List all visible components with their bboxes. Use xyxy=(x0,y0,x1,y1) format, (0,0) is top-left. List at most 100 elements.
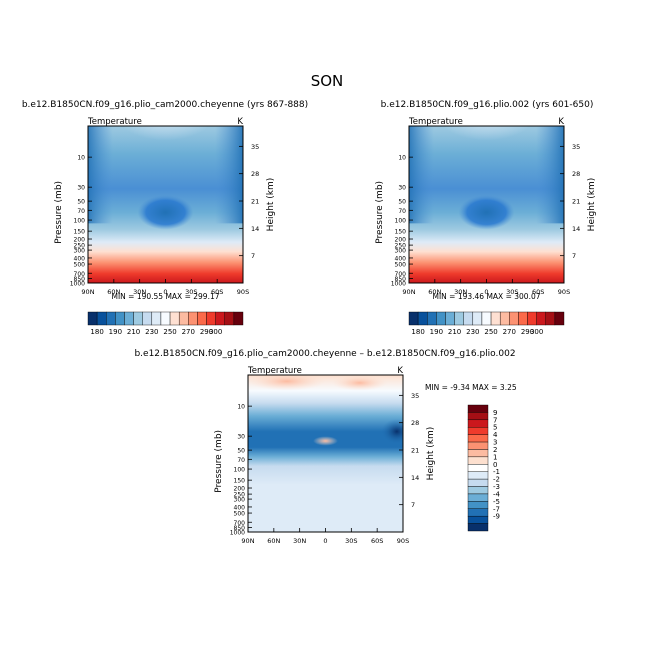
latitude-tick-label: 90N xyxy=(402,288,415,296)
pressure-tick-label: 1000 xyxy=(391,281,406,288)
colorbar-cell xyxy=(467,419,489,428)
field-base xyxy=(248,375,403,532)
latitude-tick-label: 90S xyxy=(558,288,570,296)
height-tick-label: 21 xyxy=(251,198,259,206)
colorbar-cell xyxy=(467,434,489,443)
colorbar-cell xyxy=(518,311,528,326)
field-upper-warm xyxy=(443,126,530,161)
latitude-tick-label: 60S xyxy=(371,537,383,545)
min-max-stats: MIN = -9.34 MAX = 3.25 xyxy=(425,383,517,392)
pressure-tick-label: 70 xyxy=(398,208,406,215)
colorbar-cell xyxy=(206,311,216,326)
latitude-tick-label: 30S xyxy=(506,288,518,296)
pressure-tick-label: 10 xyxy=(237,404,245,411)
pressure-tick-label: 300 xyxy=(74,248,86,255)
pressure-tick-label: 250 xyxy=(395,243,407,250)
latitude-tick-label: 0 xyxy=(323,537,327,545)
colorbar-cell xyxy=(467,515,489,524)
pressure-tick-label: 150 xyxy=(74,229,86,236)
latitude-tick-label: 30S xyxy=(185,288,197,296)
latitude-tick-label: 60N xyxy=(107,288,120,296)
colorbar-cell xyxy=(554,311,565,326)
pressure-tick-label: 200 xyxy=(395,237,407,244)
pressure-tick-label: 500 xyxy=(395,262,407,269)
pressure-axis-label: Pressure (mb) xyxy=(214,430,224,493)
pressure-tick-label: 700 xyxy=(395,271,407,278)
pressure-tick-label: 30 xyxy=(237,434,245,441)
colorbar-cell xyxy=(467,501,489,509)
colorbar-label: 3 xyxy=(493,439,497,447)
pressure-tick-label: 200 xyxy=(234,486,246,493)
pressure-tick-label: 150 xyxy=(395,229,407,236)
pressure-tick-label: 850 xyxy=(234,525,246,532)
pressure-tick-label: 1000 xyxy=(230,530,245,537)
pressure-tick-label: 100 xyxy=(74,218,86,225)
colorbar-cell xyxy=(233,311,244,326)
latitude-tick-label: 30N xyxy=(454,288,467,296)
colorbar-label: -1 xyxy=(493,468,500,476)
latitude-tick-label: 90N xyxy=(241,537,254,545)
colorbar-cell xyxy=(463,311,474,326)
colorbar-cell xyxy=(467,471,489,480)
colorbar-label: 230 xyxy=(466,328,479,336)
colorbar-label: 230 xyxy=(145,328,158,336)
height-tick-label: 28 xyxy=(572,170,580,178)
field-south-pole xyxy=(536,126,564,224)
colorbar-cell xyxy=(467,412,489,421)
colorbar-cell xyxy=(490,311,501,326)
colorbar-cell xyxy=(467,486,489,495)
latitude-tick-label: 0 xyxy=(484,288,488,296)
colorbar-label: 270 xyxy=(503,328,516,336)
latitude-tick-label: 90S xyxy=(397,537,409,545)
latitude-tick-label: 90S xyxy=(237,288,249,296)
latitude-tick-label: 30S xyxy=(345,537,357,545)
colorbar-label: 290 xyxy=(200,328,213,336)
colorbar-label: -3 xyxy=(493,483,500,491)
height-tick-label: 28 xyxy=(251,170,259,178)
pressure-tick-label: 300 xyxy=(234,497,246,504)
field-surface-warm xyxy=(100,261,231,283)
field-north-pole xyxy=(409,126,434,224)
colorbar-cell xyxy=(160,311,171,326)
height-tick-label: 14 xyxy=(251,225,259,233)
colorbar-cell xyxy=(527,311,537,326)
colorbar-label: 210 xyxy=(448,328,461,336)
pressure-tick-label: 70 xyxy=(77,208,85,215)
colorbar-cell xyxy=(427,311,437,326)
colorbar-label: 190 xyxy=(430,328,443,336)
pressure-tick-label: 250 xyxy=(74,243,86,250)
colorbar-cell xyxy=(151,311,162,326)
panel-title: b.e12.B1850CN.f09_g16.plio_cam2000.cheye… xyxy=(134,349,515,359)
colorbar-label: 250 xyxy=(163,328,176,336)
colorbar-cell xyxy=(545,311,556,326)
pressure-tick-label: 10 xyxy=(398,155,406,162)
colorbar-cell xyxy=(408,311,419,326)
colorbar-label: 300 xyxy=(209,328,222,336)
colorbar-cell xyxy=(467,427,489,435)
height-tick-label: 35 xyxy=(411,392,419,400)
colorbar-cell xyxy=(472,311,483,326)
height-tick-label: 7 xyxy=(251,252,255,260)
colorbar-label: 270 xyxy=(182,328,195,336)
colorbar-cell xyxy=(445,311,455,326)
colorbar-cell xyxy=(509,311,519,326)
latitude-tick-label: 60N xyxy=(267,537,280,545)
pressure-tick-label: 400 xyxy=(395,255,407,262)
pressure-tick-label: 500 xyxy=(234,511,246,518)
field xyxy=(409,126,564,283)
colorbar-cell xyxy=(436,311,446,326)
colorbar-label: 190 xyxy=(109,328,122,336)
colorbar-label: -5 xyxy=(493,498,500,506)
colorbar-cell xyxy=(467,449,489,458)
pressure-tick-label: 30 xyxy=(398,185,406,192)
colorbar-label: 4 xyxy=(493,431,498,439)
field-upper-warm xyxy=(122,126,209,161)
pressure-tick-label: 1000 xyxy=(70,281,85,288)
colorbar-cell xyxy=(467,441,489,450)
field-positive-top-2 xyxy=(331,375,388,391)
colorbar-cell xyxy=(124,311,134,326)
pressure-axis-label: Pressure (mb) xyxy=(375,181,385,244)
field xyxy=(88,126,243,283)
units-label: K xyxy=(237,117,243,127)
